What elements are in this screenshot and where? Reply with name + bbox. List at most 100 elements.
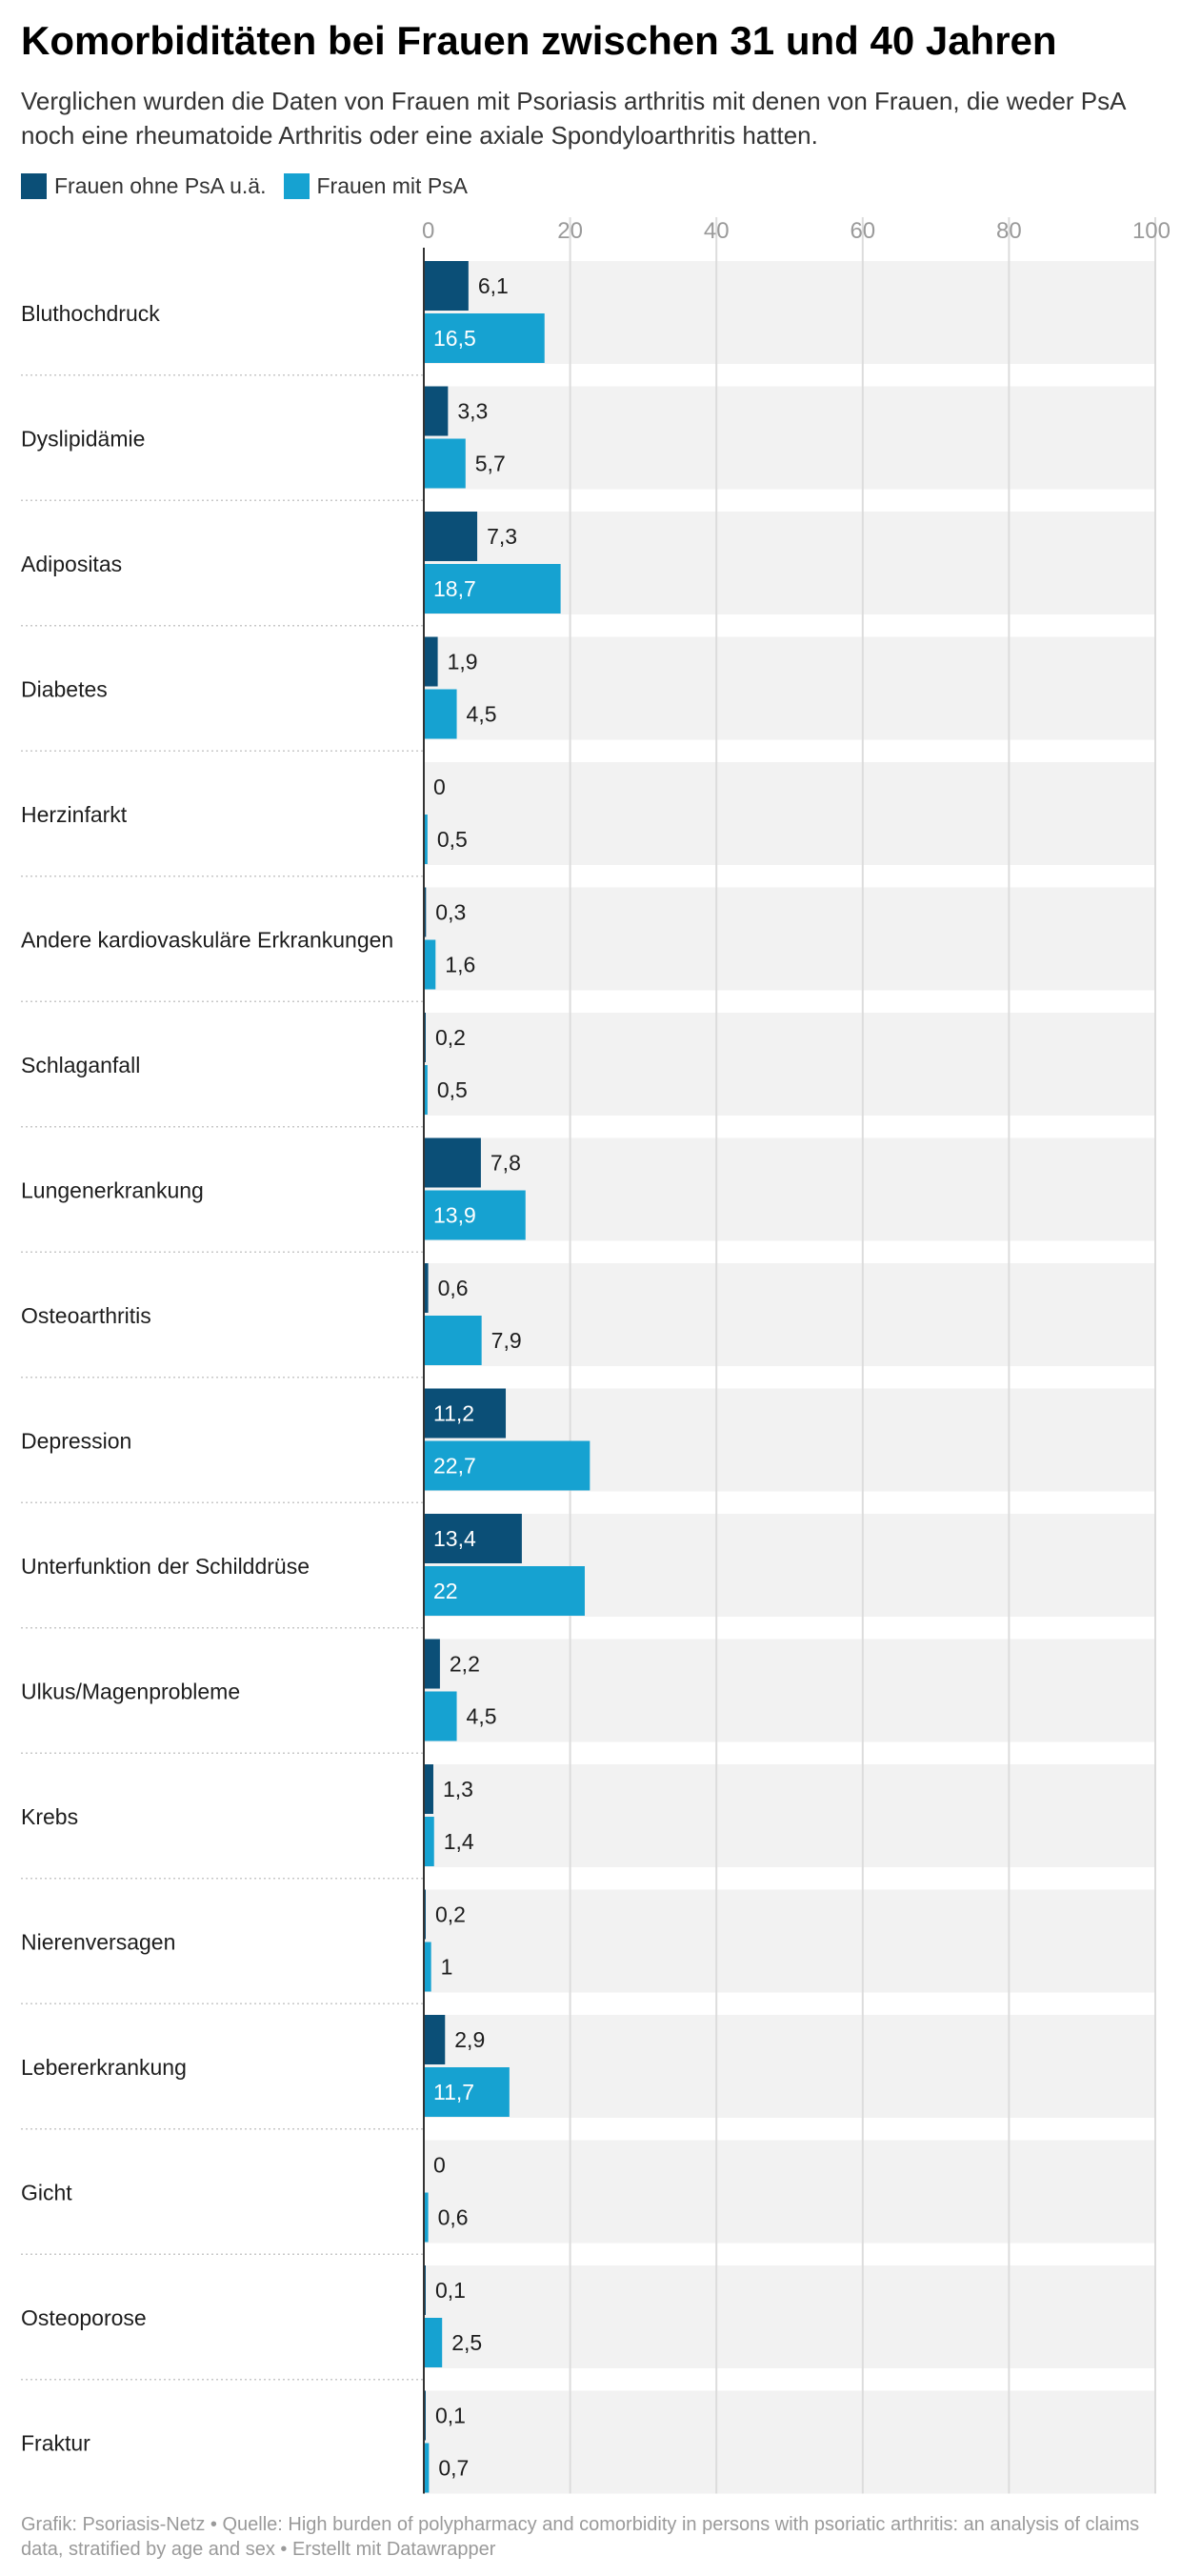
data-label: 11,7 [433, 2080, 474, 2104]
bar [424, 1691, 457, 1741]
data-label: 22,7 [433, 1454, 476, 1479]
data-label: 13,4 [433, 1526, 476, 1551]
category-label: Gicht [21, 2181, 72, 2205]
row-background [424, 2390, 1155, 2494]
data-label: 16,5 [433, 326, 476, 351]
data-label: 0,5 [437, 1077, 468, 1102]
data-label: 0,6 [438, 1276, 469, 1300]
data-label: 2,5 [451, 2330, 482, 2355]
data-label: 0,1 [435, 2278, 466, 2303]
data-label: 0,2 [435, 1902, 466, 1927]
category-label: Schlaganfall [21, 1053, 140, 1077]
bar [424, 1263, 429, 1313]
x-tick-label: 100 [1132, 218, 1171, 244]
row-background [424, 1639, 1155, 1742]
row-background [424, 1764, 1155, 1867]
row-background [424, 1137, 1155, 1241]
row-background [424, 636, 1155, 740]
data-label: 4,5 [467, 1704, 497, 1729]
bar [424, 2067, 510, 2117]
legend: Frauen ohne PsA u.ä. Frauen mit PsA [21, 170, 485, 202]
bar [424, 2192, 429, 2243]
category-label: Depression [21, 1429, 131, 1454]
x-tick-label: 60 [850, 218, 875, 244]
bar [424, 689, 457, 739]
bar [424, 512, 478, 561]
data-label: 18,7 [433, 576, 476, 601]
data-label: 4,5 [467, 702, 497, 727]
row-background [424, 2140, 1155, 2244]
data-label: 7,8 [490, 1151, 521, 1176]
legend-label-mit-psa: Frauen mit PsA [316, 172, 469, 198]
data-label: 0,1 [435, 2404, 466, 2428]
data-label: 6,1 [478, 273, 509, 298]
data-label: 1,3 [443, 1777, 473, 1801]
chart-subtitle: Verglichen wurden die Daten von Frauen m… [21, 87, 1126, 150]
bar [424, 1514, 522, 1563]
x-tick-label: 40 [704, 218, 730, 244]
data-label: 1 [441, 1955, 453, 1980]
data-label: 0,3 [435, 900, 466, 925]
legend-swatch-ohne-psa [21, 172, 47, 199]
bar [424, 438, 466, 489]
category-label: Lungenerkrankung [21, 1178, 204, 1203]
row-background [424, 1013, 1155, 1116]
data-label: 13,9 [433, 1203, 476, 1228]
bar [424, 939, 436, 990]
bar [424, 1639, 440, 1689]
bar [424, 386, 449, 436]
data-label: 5,7 [475, 452, 506, 476]
bar [424, 261, 469, 311]
data-label: 1,9 [448, 650, 478, 674]
data-label: 0,7 [438, 2456, 469, 2481]
data-label: 1,6 [445, 953, 475, 977]
bar [424, 887, 427, 937]
row-background [424, 762, 1155, 865]
chart-title: Komorbiditäten bei Frauen zwischen 31 un… [21, 18, 1057, 63]
category-label: Fraktur [21, 2431, 90, 2456]
data-label: 2,2 [450, 1652, 480, 1677]
row-background [424, 2015, 1155, 2118]
bar [424, 1440, 590, 1491]
bar [424, 1942, 431, 1992]
bar [424, 1137, 481, 1188]
data-label: 7,3 [487, 524, 517, 549]
bar-chart: 0 20 40 60 80 100Bluthochdruck6,116,5Dyslipid… [21, 217, 1171, 2494]
source-footer: Grafik: Psoriasis-Netz • Quelle: High bu… [21, 2514, 1140, 2560]
bar [424, 815, 428, 864]
bar [424, 1764, 433, 1814]
category-label: Lebererkrankung [21, 2055, 187, 2080]
category-label: Osteoarthritis [21, 1303, 151, 1328]
bar [424, 2318, 443, 2367]
x-tick-label: 20 [557, 218, 583, 244]
category-label: Nierenversagen [21, 1930, 175, 1955]
legend-item-mit-psa: Frauen mit PsA [283, 172, 469, 199]
legend-item-ohne-psa: Frauen ohne PsA u.ä. [21, 172, 267, 199]
row-background [424, 2265, 1155, 2368]
category-label: Ulkus/Magenprobleme [21, 1680, 240, 1704]
bar [424, 1065, 428, 1115]
row-background [424, 261, 1155, 364]
category-label: Adipositas [21, 552, 122, 576]
category-label: Diabetes [21, 677, 108, 702]
data-label: 22 [433, 1579, 458, 1603]
category-label: Andere kardiovaskuläre Erkrankungen [21, 928, 393, 953]
bar [424, 2015, 446, 2064]
data-label: 0 [433, 775, 446, 799]
bar [424, 2443, 430, 2493]
data-label: 0 [433, 2153, 446, 2178]
category-label: Osteoporose [21, 2305, 147, 2330]
category-label: Unterfunktion der Schilddrüse [21, 1554, 310, 1579]
row-background [424, 887, 1155, 991]
x-tick-label: 80 [996, 218, 1022, 244]
bar [424, 1316, 482, 1365]
category-label: Krebs [21, 1804, 78, 1829]
data-label: 2,9 [454, 2027, 485, 2052]
data-label: 7,9 [491, 1328, 522, 1353]
bar [424, 313, 545, 363]
bar [424, 1190, 526, 1240]
category-label: Bluthochdruck [21, 301, 160, 326]
legend-swatch-mit-psa [283, 172, 310, 199]
bar [424, 1566, 585, 1616]
data-label: 3,3 [457, 399, 488, 424]
